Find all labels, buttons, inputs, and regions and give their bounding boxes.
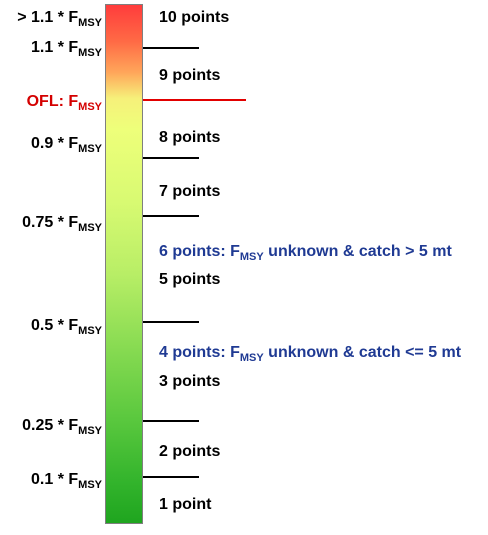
tick-0-25-fmsy (143, 420, 199, 422)
label-0-1-fmsy: 0.1 * FMSY (31, 471, 102, 491)
tick-0-5-fmsy (143, 321, 199, 323)
label-ofl-fmsy: OFL: FMSY (26, 93, 102, 113)
label-0-75-fmsy: 0.75 * FMSY (22, 214, 102, 234)
points-8-label: 8 points (159, 129, 221, 146)
tick-0-9-fmsy (143, 157, 199, 159)
tick-0-75-fmsy (143, 215, 199, 217)
ofl-line (143, 99, 246, 101)
label-0-9-fmsy: 0.9 * FMSY (31, 135, 102, 155)
label-0-5-fmsy: 0.5 * FMSY (31, 317, 102, 337)
points-5-label: 5 points (159, 271, 221, 288)
points-4-unknown-label: 4 points: FMSY unknown & catch <= 5 mt (159, 344, 462, 364)
points-10-label: 10 points (159, 9, 230, 26)
points-3-label: 3 points (159, 373, 221, 390)
label-1-1-fmsy: 1.1 * FMSY (31, 39, 102, 59)
color-scale-bar (105, 4, 143, 524)
label-0-25-fmsy: 0.25 * FMSY (22, 417, 102, 437)
points-6-unknown-label: 6 points: FMSY unknown & catch > 5 mt (159, 243, 452, 263)
points-2-label: 2 points (159, 443, 221, 460)
points-9-label: 9 points (159, 67, 221, 84)
label-gt-1-1-fmsy: > 1.1 * FMSY (17, 9, 102, 29)
tick-0-1-fmsy (143, 476, 199, 478)
points-7-label: 7 points (159, 183, 221, 200)
points-1-label: 1 point (159, 496, 212, 513)
tick-1-1-fmsy (143, 47, 199, 49)
